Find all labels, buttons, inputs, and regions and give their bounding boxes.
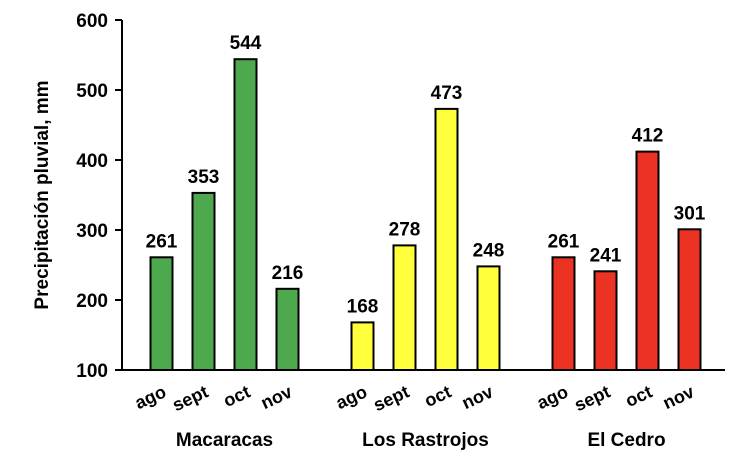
x-tick-label: oct [421,381,454,411]
data-label: 241 [590,245,622,266]
data-label: 412 [632,126,664,147]
bar [593,270,618,371]
data-label: 278 [389,219,421,240]
data-label: 261 [548,231,580,252]
y-tick-label: 500 [76,81,108,102]
data-label: 261 [146,231,178,252]
bar [635,150,660,371]
x-tick-label: oct [622,381,655,411]
data-label: 168 [347,296,379,317]
group-label: Los Rastrojos [362,430,489,451]
y-axis: 100 200 300 400 500 600 [76,11,123,382]
y-tick-label: 200 [76,291,108,312]
y-tick-label: 300 [76,221,108,242]
x-tick-label: sept [571,381,613,415]
data-label: 353 [188,167,220,188]
y-axis-label: Precipitación pluvial, mm [32,80,53,309]
group-label: El Cedro [587,430,665,451]
bar [551,256,576,371]
data-label: 473 [431,83,463,104]
bar [476,265,501,371]
group-label: Macaracas [176,430,273,451]
x-tick-label: nov [258,381,295,413]
data-label: 216 [272,263,304,284]
bar [149,256,174,371]
bars: 261 353 544 216 168 278 473 248 261 241 412 301 [146,33,706,372]
y-tick-label: 400 [76,151,108,172]
x-tick-label: ago [333,381,370,413]
x-tick-label: oct [220,381,253,411]
x-tick-label: nov [660,381,697,413]
x-tick-label: ago [534,381,571,413]
y-tick-label: 100 [76,361,108,382]
bar [191,191,216,371]
data-label: 544 [230,33,262,54]
x-tick-label: nov [459,381,496,413]
bar [677,228,702,371]
y-tick-label: 600 [76,11,108,32]
data-label: 301 [674,203,706,224]
bar [350,321,375,371]
bar [233,58,258,371]
bar [434,107,459,372]
x-tick-label: sept [370,381,412,415]
x-tick-label: sept [169,381,211,415]
bar [392,244,417,371]
bar [275,287,300,371]
x-tick-label: ago [132,381,169,413]
data-label: 248 [473,240,505,261]
